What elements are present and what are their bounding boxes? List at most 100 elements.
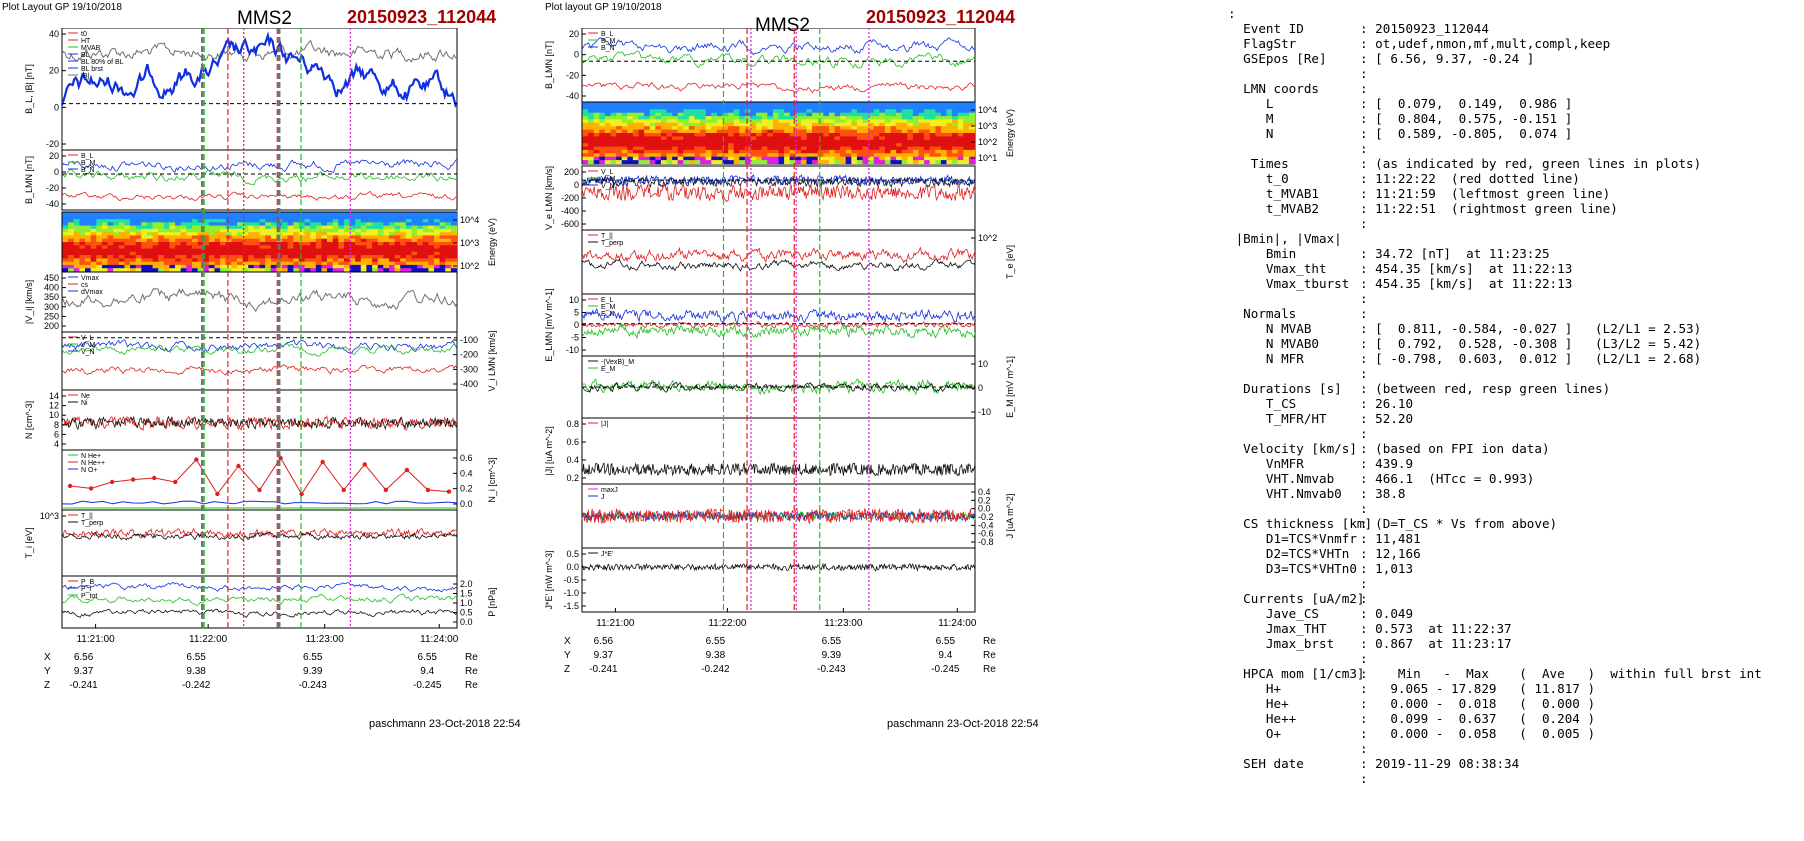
spectrogram-cell — [315, 264, 322, 269]
spectrogram-cell — [321, 255, 328, 259]
spectrogram-cell — [604, 109, 612, 114]
spectrogram-cell — [225, 212, 232, 217]
spectrogram-cell — [90, 232, 97, 237]
spectrogram-cell — [800, 160, 808, 165]
info-line: t_MVAB1: 11:21:59 (leftmost green line) — [1228, 186, 1798, 201]
spectrogram-cell — [856, 112, 864, 117]
y-tick-label-right: 0 — [978, 383, 983, 393]
info-line: : — [1228, 426, 1798, 441]
spectrogram-cell — [868, 122, 875, 127]
he-plus-plus-point — [67, 483, 73, 489]
spectrogram-cell — [716, 160, 724, 165]
spectrogram-cell — [118, 232, 125, 237]
spectrogram-cell — [896, 102, 903, 107]
info-key: H+ — [1228, 681, 1282, 696]
spectrogram-cell — [439, 248, 446, 253]
spectrogram-cell — [107, 212, 114, 217]
info-line: Times: (as indicated by red, green lines… — [1228, 156, 1798, 171]
spectrogram-cell — [400, 228, 407, 233]
info-key: T_CS — [1228, 396, 1297, 411]
spectrogram-cell — [253, 251, 261, 256]
spectrogram-cell — [360, 251, 367, 256]
spectrogram-cell — [118, 215, 125, 220]
spectrogram-cell — [113, 248, 120, 253]
spectrogram-cell — [220, 264, 227, 269]
spectrogram-cell — [214, 228, 221, 233]
spectrogram-cell — [146, 242, 154, 246]
spectrogram-cell — [428, 258, 435, 263]
spectrogram-cell — [107, 219, 114, 223]
spectrogram-cell — [68, 258, 75, 263]
spectrogram-cell — [152, 212, 159, 217]
spectrogram-cell — [716, 129, 724, 134]
spectrogram-cell — [929, 146, 936, 151]
panel-frame — [61, 509, 458, 577]
y-tick-label: -20 — [46, 139, 59, 149]
spectrogram-cell — [62, 264, 69, 269]
spectrogram-cell — [957, 112, 964, 117]
legend-label: V_M — [81, 342, 96, 349]
spectrogram-cell — [146, 228, 154, 233]
spectrogram-cell — [756, 105, 763, 110]
spectrogram-cell — [963, 133, 970, 137]
spectrogram-cell — [616, 116, 623, 121]
spectrogram-cell — [700, 116, 707, 121]
spectrogram-cell — [62, 235, 69, 240]
spectrogram-cell — [366, 251, 373, 256]
spectrogram-cell — [197, 232, 204, 237]
spectrogram-cell — [683, 139, 690, 144]
spectrogram-cell — [918, 122, 925, 127]
spectrogram-cell — [101, 245, 109, 250]
spectrogram-cell — [304, 242, 311, 246]
spectrogram-cell — [225, 245, 232, 250]
spectrogram-cell — [705, 139, 712, 144]
spectrogram-cell — [672, 146, 679, 151]
spectrogram-cell — [644, 102, 651, 107]
legend-label: N O+ — [81, 467, 98, 474]
spectrogram-cell — [884, 122, 892, 127]
spectrogram-cell — [896, 116, 903, 121]
spectrogram-cell — [593, 102, 600, 107]
spectrogram-cell — [840, 116, 847, 121]
pos-value: -0.242 — [701, 664, 730, 675]
spectrogram-cell — [744, 116, 752, 121]
spectrogram-cell — [795, 136, 802, 141]
spectrogram-cell — [349, 242, 356, 246]
spectrogram-cell — [817, 139, 824, 144]
spectrogram-cell — [231, 232, 238, 237]
spectrogram-cell — [918, 160, 925, 165]
spectrogram-cell — [298, 215, 306, 220]
spectrogram-cell — [192, 264, 199, 269]
spectrogram-cell — [141, 212, 148, 217]
spectrogram-cell — [360, 261, 367, 266]
spectrogram-cell — [439, 242, 446, 246]
spectrogram-cell — [957, 136, 964, 141]
spectrogram-cell — [856, 136, 864, 141]
spectrogram-cell — [197, 255, 204, 259]
spectrogram-cell — [772, 105, 780, 110]
spectrogram-cell — [377, 222, 384, 227]
spectrogram-cell — [338, 222, 345, 227]
spectrogram-cell — [62, 251, 69, 256]
spectrogram-cell — [873, 105, 880, 110]
spectrogram-cell — [180, 258, 187, 263]
spectrogram-cell — [141, 238, 148, 243]
spectrogram-cell — [445, 258, 452, 263]
y-tick-label: 12 — [49, 401, 59, 411]
spectrogram-cell — [694, 126, 701, 131]
spectrogram-cell — [197, 225, 204, 230]
spectrogram-cell — [649, 133, 656, 137]
spectrogram-cell — [845, 149, 852, 154]
spectrogram-cell — [417, 261, 424, 266]
spectrogram-cell — [231, 219, 238, 223]
spectrogram-cell — [593, 146, 600, 151]
spectrogram-cell — [405, 238, 412, 243]
spectrogram-cell — [778, 109, 785, 114]
spectrogram-cell — [439, 215, 446, 220]
spectrogram-cell — [405, 242, 412, 246]
info-value: : 26.10 — [1360, 396, 1414, 411]
spectrogram-cell — [784, 156, 791, 161]
y-tick-label-right: -0.6 — [978, 529, 994, 539]
spectrogram-cell — [400, 238, 407, 243]
spectrogram-cell — [582, 143, 589, 148]
